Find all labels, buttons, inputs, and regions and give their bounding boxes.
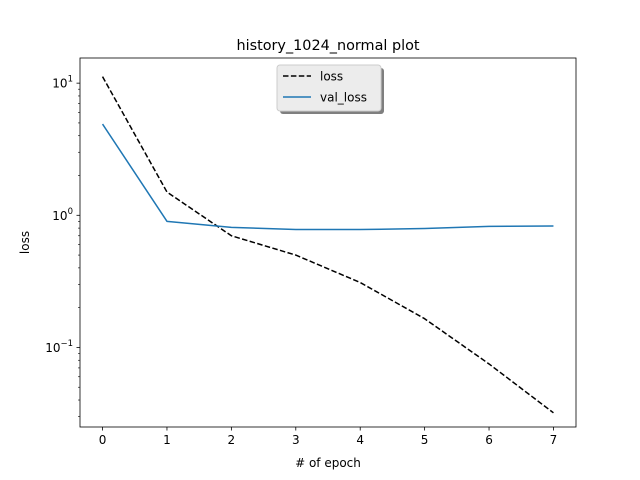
series-line-val-loss (101, 123, 554, 231)
x-tick-label: 6 (485, 433, 493, 447)
legend-label-loss: loss (320, 70, 343, 84)
series-line-loss (101, 76, 554, 414)
x-axis-ticks: 0 1 2 3 4 5 6 7 (99, 427, 558, 447)
plot-lines (101, 76, 554, 414)
x-tick-label: 0 (99, 433, 107, 447)
x-tick-label: 7 (550, 433, 558, 447)
y-tick-label: 101 (52, 75, 73, 91)
legend: loss val_loss (276, 64, 384, 114)
plot-frame (79, 57, 577, 428)
x-tick-label: 3 (292, 433, 300, 447)
x-tick-label: 2 (228, 433, 236, 447)
x-tick-label: 4 (356, 433, 364, 447)
y-tick-label: 10−1 (45, 339, 73, 355)
x-tick-label: 5 (421, 433, 429, 447)
legend-label-val-loss: val_loss (320, 91, 367, 105)
chart-title: history_1024_normal plot (236, 38, 419, 54)
x-axis-label: # of epoch (295, 456, 361, 470)
x-tick-label: 1 (163, 433, 171, 447)
y-axis-label: loss (18, 231, 32, 254)
y-axis-ticks: 10−1 100 101 (45, 75, 80, 417)
y-tick-label: 100 (52, 207, 73, 223)
